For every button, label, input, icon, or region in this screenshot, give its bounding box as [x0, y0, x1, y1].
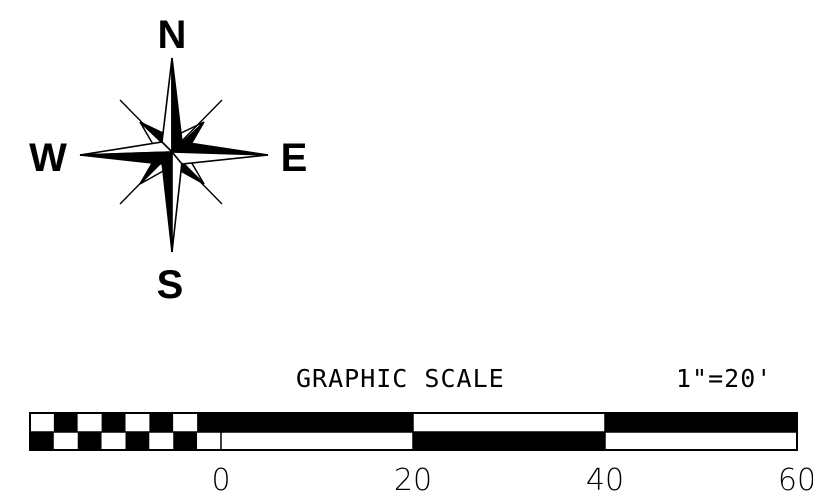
scale-major-segment [413, 413, 605, 432]
scale-label-20: 20 [394, 463, 432, 498]
scale-subdivision-cell [173, 432, 198, 450]
scale-subdivision-cell [197, 413, 221, 432]
scale-title: GRAPHIC SCALE [296, 364, 505, 393]
scale-subdivision-cell [173, 413, 198, 432]
scale-subdivision-cell [77, 413, 102, 432]
compass-north-label: N [158, 13, 187, 57]
scale-label-40: 40 [586, 463, 624, 498]
scale-subdivision-cell [101, 432, 126, 450]
scale-subdivision-cell [149, 432, 174, 450]
scale-major-segment [221, 432, 413, 450]
scale-subdivision-cell [53, 413, 78, 432]
scale-major-segment [605, 413, 797, 432]
scale-bar [30, 413, 797, 450]
scale-label-60: 60 [778, 463, 813, 498]
scale-subdivision-cell [30, 432, 54, 450]
scale-subdivision-cell [197, 432, 221, 450]
compass-main-points [79, 57, 269, 253]
scale-subdivision-cell [149, 413, 174, 432]
graphic-scale: GRAPHIC SCALE 1"=20' 0 20 40 60 [29, 364, 813, 498]
scale-major-segment [221, 413, 413, 432]
scale-bar-outline [29, 412, 798, 451]
scale-ratio: 1"=20' [676, 364, 772, 393]
scale-major-segment [413, 432, 605, 450]
compass-rose-icon: N S E W [29, 13, 307, 307]
compass-south-label: S [157, 263, 184, 307]
scale-subdivision-cell [30, 413, 54, 432]
scale-major-labels: 0 20 40 60 [211, 463, 813, 498]
compass-east-label: E [281, 136, 308, 180]
scale-subdivision-cell [101, 413, 126, 432]
scale-major-segment [605, 432, 797, 450]
compass-west-label: W [29, 136, 67, 180]
scale-label-0: 0 [211, 463, 230, 498]
scale-subdivision-cell [125, 432, 150, 450]
scale-subdivision-cell [77, 432, 102, 450]
scale-subdivision-cell [125, 413, 150, 432]
scale-subdivision-cell [53, 432, 78, 450]
